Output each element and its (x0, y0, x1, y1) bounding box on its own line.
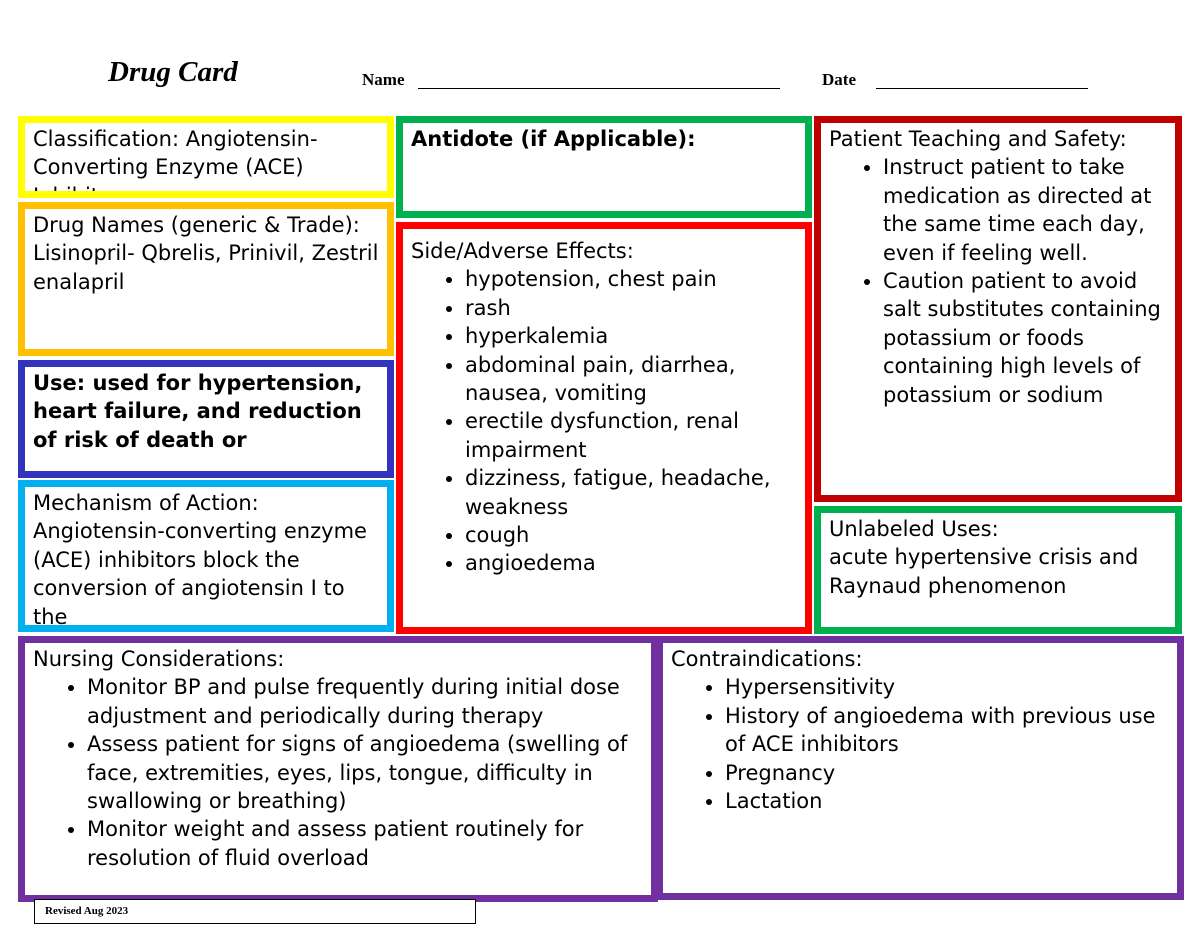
mechanism-body: Angiotensin-converting enzyme (ACE) inhi… (33, 519, 367, 629)
side-effects-list: hypotension, chest painrashhyperkalemiaa… (411, 265, 797, 577)
side-effect-item: abdominal pain, diarrhea, nausea, vomiti… (465, 351, 797, 408)
drug-names-lines: Lisinopril- Qbrelis, Prinivil, Zestril en… (33, 239, 379, 296)
date-label: Date (822, 70, 856, 89)
antidote-title: Antidote (if Applicable): (411, 127, 696, 151)
nursing-list: Monitor BP and pulse frequently during i… (33, 673, 643, 872)
side-effect-item: cough (465, 521, 797, 549)
nursing-box: Nursing Considerations: Monitor BP and p… (18, 636, 658, 902)
side-effects-title: Side/Adverse Effects: (411, 239, 634, 263)
nursing-item: Assess patient for signs of angioedema (… (87, 730, 643, 815)
mechanism-title: Mechanism of Action: (33, 491, 259, 515)
teaching-item: Caution patient to avoid salt substitute… (883, 267, 1167, 409)
nursing-item: Monitor weight and assess patient routin… (87, 815, 643, 872)
contraindications-title: Contraindications: (671, 647, 863, 671)
side-effect-item: erectile dysfunction, renal impairment (465, 407, 797, 464)
side-effect-item: hypotension, chest pain (465, 265, 797, 293)
contraindication-item: Hypersensitivity (725, 673, 1169, 701)
classification-box: Classification: Angiotensin-Converting E… (18, 116, 394, 198)
patient-teaching-box: Patient Teaching and Safety: Instruct pa… (814, 116, 1182, 502)
patient-teaching-title: Patient Teaching and Safety: (829, 127, 1127, 151)
antidote-box: Antidote (if Applicable): (396, 116, 812, 218)
nursing-item: Monitor BP and pulse frequently during i… (87, 673, 643, 730)
contraindications-list: HypersensitivityHistory of angioedema wi… (671, 673, 1169, 815)
unlabeled-uses-box: Unlabeled Uses: acute hypertensive crisi… (814, 506, 1182, 634)
side-effects-box: Side/Adverse Effects: hypotension, chest… (396, 222, 812, 634)
contraindication-item: Pregnancy (725, 759, 1169, 787)
use-text: Use: used for hypertension, heart failur… (33, 371, 363, 452)
side-effect-item: angioedema (465, 549, 797, 577)
drug-name-line: enalapril (33, 269, 125, 294)
side-effect-item: rash (465, 294, 797, 322)
drug-names-box: Drug Names (generic & Trade): Lisinopril… (18, 202, 394, 356)
classification-text: Classification: Angiotensin-Converting E… (33, 127, 318, 198)
use-box: Use: used for hypertension, heart failur… (18, 360, 394, 478)
date-line (876, 88, 1088, 89)
contraindication-item: Lactation (725, 787, 1169, 815)
contraindications-box: Contraindications: HypersensitivityHisto… (656, 636, 1184, 900)
drug-name-line: Lisinopril- Qbrelis, Prinivil, Zestril (33, 241, 379, 266)
revised-note: Revised Aug 2023 (34, 899, 476, 924)
contraindication-item: History of angioedema with previous use … (725, 702, 1169, 759)
mechanism-box: Mechanism of Action: Angiotensin-convert… (18, 480, 394, 632)
teaching-item: Instruct patient to take medication as d… (883, 153, 1167, 267)
nursing-title: Nursing Considerations: (33, 647, 285, 671)
side-effect-item: dizziness, fatigue, headache, weakness (465, 464, 797, 521)
card-title: Drug Card (108, 56, 238, 88)
name-label: Name (362, 70, 405, 89)
unlabeled-uses-body: acute hypertensive crisis and Raynaud ph… (829, 545, 1139, 598)
side-effect-item: hyperkalemia (465, 322, 797, 350)
name-line (418, 88, 780, 89)
patient-teaching-list: Instruct patient to take medication as d… (829, 153, 1167, 409)
drug-names-title: Drug Names (generic & Trade): (33, 213, 360, 237)
unlabeled-uses-title: Unlabeled Uses: (829, 517, 999, 541)
